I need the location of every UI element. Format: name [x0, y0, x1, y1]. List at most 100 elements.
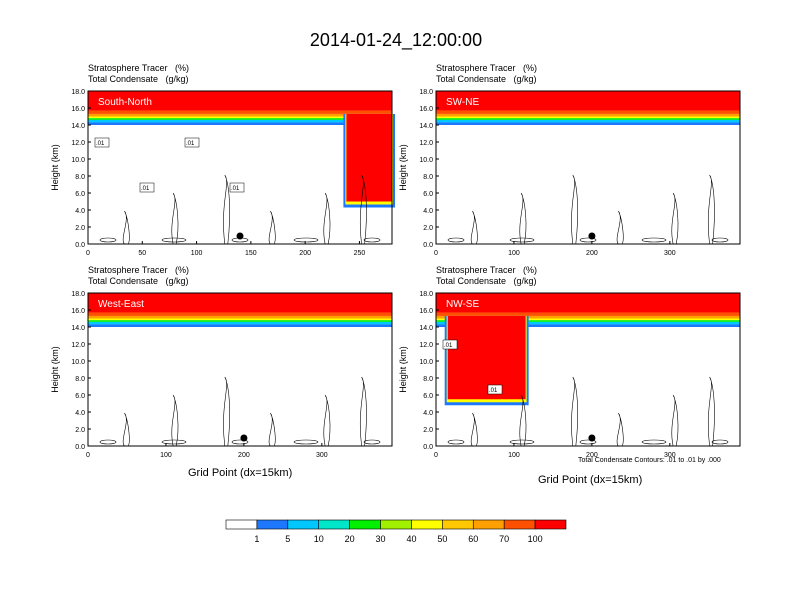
x-tick-label: 0 [434, 250, 438, 257]
panel-subtitle-condensate: Total Condensate (g/kg) [88, 74, 189, 84]
contour-blob [641, 439, 667, 445]
tracer-band [88, 321, 392, 325]
y-axis-label: Height (km) [398, 144, 408, 191]
panel-name-label: NW-SE [446, 299, 479, 310]
contour-line [616, 412, 624, 447]
plot-frame [87, 292, 393, 447]
colorbar-label: 30 [376, 534, 386, 544]
contour-blob [161, 237, 187, 243]
colorbar-swatch [411, 519, 443, 530]
colorbar-label: 70 [499, 534, 509, 544]
figure-title: 2014-01-24_12:00:00 [309, 30, 483, 50]
x-tick-label: 100 [191, 250, 203, 257]
tracer-band [436, 118, 740, 120]
contour-label: .01 [141, 186, 150, 192]
colorbar-label: 40 [406, 534, 416, 544]
tracer-band [88, 320, 392, 322]
tracer-band [436, 293, 740, 313]
plot-frame [435, 292, 741, 447]
tracer-band [436, 119, 740, 123]
y-tick-label: 12.0 [71, 140, 85, 147]
y-axis-label: Height (km) [50, 346, 60, 393]
colorbar-swatch [256, 519, 289, 530]
tracer-band [436, 122, 740, 125]
panel-subtitle-tracer: Stratosphere Tracer (%) [436, 63, 538, 73]
y-tick-label: 2.0 [423, 225, 433, 232]
colorbar-swatch [472, 519, 505, 530]
colorbar-swatch [534, 519, 567, 530]
x-tick-label: 250 [354, 250, 366, 257]
tracer-band [436, 324, 740, 327]
location-marker [588, 232, 596, 240]
contour-line [671, 192, 679, 245]
y-tick-label: 8.0 [75, 376, 85, 383]
colorbar-swatch [287, 519, 320, 530]
colorbar-label: 20 [345, 534, 355, 544]
tracer-band [436, 320, 740, 322]
tracer-band [436, 318, 740, 321]
y-tick-label: 12.0 [419, 342, 433, 349]
y-tick-label: 2.0 [75, 225, 85, 232]
tracer-band [88, 110, 392, 114]
y-tick-label: 6.0 [75, 393, 85, 400]
x-tick-label: 100 [508, 250, 520, 257]
y-tick-label: 10.0 [419, 359, 433, 366]
contour-label-box [139, 182, 155, 193]
panel-sw-ne: Stratosphere Tracer (%) Total Condensate… [348, 63, 741, 291]
contour-blob [99, 237, 117, 243]
contour-blob [579, 237, 597, 243]
x-tick-label: 200 [299, 250, 311, 257]
panel-subtitle-condensate: Total Condensate (g/kg) [88, 276, 189, 286]
y-tick-label: 0.0 [75, 444, 85, 451]
contour-line [470, 210, 478, 245]
y-tick-label: 14.0 [71, 325, 85, 332]
y-tick-label: 18.0 [71, 291, 85, 298]
y-tick-label: 10.0 [71, 157, 85, 164]
tracer-band [88, 118, 392, 120]
x-tick-label: 200 [238, 452, 250, 459]
y-tick-label: 4.0 [75, 208, 85, 215]
panel-subtitle-tracer: Stratosphere Tracer (%) [436, 265, 538, 275]
x-tick-label: 200 [586, 452, 598, 459]
contour-line [571, 376, 578, 447]
y-tick-label: 6.0 [423, 191, 433, 198]
y-axis-label: Height (km) [50, 144, 60, 191]
tracer-band [88, 91, 392, 111]
colorbar-label: 100 [528, 534, 543, 544]
panel-subtitle-tracer: Stratosphere Tracer (%) [88, 63, 190, 73]
contour-label: .01 [186, 141, 195, 147]
location-marker [240, 434, 248, 442]
contour-blob [509, 439, 535, 445]
tracer-band [88, 315, 392, 319]
y-tick-label: 18.0 [419, 291, 433, 298]
y-tick-label: 4.0 [75, 410, 85, 417]
cross-section-plot: West-East 0.0 2.0 4.0 6.0 8.0 10.0 12.0 14.0 16.0… [50, 291, 393, 459]
contour-line [707, 174, 715, 245]
y-tick-label: 12.0 [71, 342, 85, 349]
contour-line [122, 412, 130, 447]
tracer-band [436, 113, 740, 117]
tracer-band [88, 113, 392, 117]
panel-subtitle-condensate: Total Condensate (g/kg) [436, 276, 537, 286]
y-tick-label: 14.0 [419, 123, 433, 130]
panel-south-north: Stratosphere Tracer (%) Total Condensate… [0, 63, 395, 291]
tracer-band [88, 324, 392, 327]
intrusion-core [346, 113, 392, 202]
y-tick-label: 8.0 [423, 174, 433, 181]
y-tick-label: 16.0 [71, 308, 85, 315]
colorbar-label: 1 [254, 534, 259, 544]
x-tick-label: 100 [508, 452, 520, 459]
cross-section-plot: South-North 0.0 2.0 4.0 6.0 8.0 10.0 12.0 14.0 16… [50, 89, 395, 257]
colorbar-swatch [225, 519, 258, 530]
contour-line [323, 192, 331, 245]
contour-line [616, 210, 624, 245]
y-tick-label: 0.0 [75, 242, 85, 249]
contour-blob [447, 439, 465, 445]
y-axis-label: Height (km) [398, 346, 408, 393]
tracer-band [88, 318, 392, 321]
condensate-contours [447, 376, 729, 447]
contour-blob [99, 439, 117, 445]
contour-line [359, 376, 367, 447]
y-tick-label: 4.0 [423, 208, 433, 215]
contour-blob [293, 439, 319, 445]
